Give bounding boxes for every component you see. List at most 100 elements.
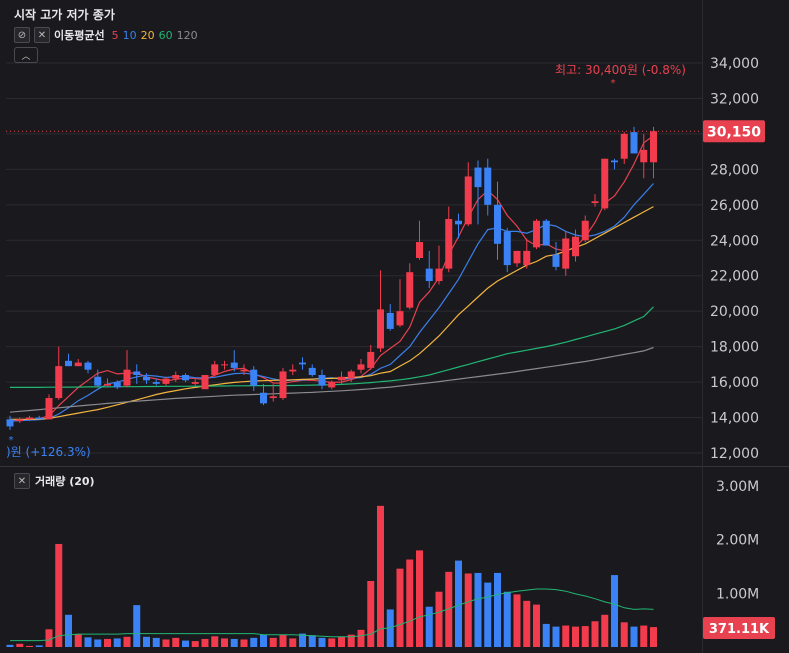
candle-body [113, 382, 121, 388]
price-tick-label: 12,000 [710, 446, 759, 462]
ma-line-20 [10, 206, 654, 420]
candle-body [143, 376, 150, 381]
volume-bar [484, 582, 492, 647]
candle-body [357, 364, 365, 370]
volume-tick-label: 2.00M [716, 533, 759, 549]
volume-bar [35, 645, 43, 647]
candle [484, 158, 492, 216]
candle-body [542, 220, 550, 246]
volume-bar [143, 636, 150, 647]
volume-bar [601, 614, 609, 647]
volume-bar [464, 573, 472, 647]
candle-body [65, 360, 72, 367]
candle [455, 213, 462, 239]
volume-bar [650, 627, 657, 647]
volume-bar [299, 633, 306, 647]
candle [562, 231, 570, 276]
candle [523, 238, 531, 269]
candle-body [513, 250, 521, 264]
candle-body [552, 254, 560, 267]
candle-body [201, 375, 209, 390]
candle-body [172, 375, 180, 379]
ma-period-20: 20 [140, 28, 155, 42]
volume-bar [65, 614, 72, 647]
candle [133, 364, 141, 384]
candle [513, 250, 521, 267]
ma-period-10: 10 [122, 28, 137, 42]
candle-body [416, 242, 423, 258]
volume-bar [611, 575, 618, 647]
ma-period-list: 5 10 20 60 120 [112, 29, 198, 42]
candle-body [133, 371, 141, 375]
candle-body [591, 201, 599, 204]
candle-body [572, 236, 579, 257]
ma-period-5: 5 [111, 28, 119, 42]
current-price-badge [703, 120, 765, 143]
candle-body [601, 158, 609, 209]
volume-bar [260, 634, 267, 647]
candle-body [611, 160, 618, 163]
candle-body [377, 309, 384, 349]
volume-legend-title: 거래량 (20) [35, 475, 95, 488]
volume-bar [357, 629, 365, 647]
candle-body [162, 378, 170, 384]
candle-body [35, 417, 43, 420]
candle [94, 369, 102, 388]
volume-bar [347, 634, 355, 647]
volume-bar [26, 645, 33, 647]
close-icon[interactable]: ✕ [14, 473, 30, 489]
candle-body [650, 131, 657, 163]
candle [640, 133, 648, 179]
candle [6, 415, 14, 430]
chevron-up-icon[interactable]: ︿ [14, 47, 38, 63]
candle-body [84, 362, 92, 370]
candle-body [503, 231, 511, 266]
price-tick-label: 20,000 [710, 304, 759, 320]
high-price-annotation: 최고: 30,400원 (-0.8%) [555, 63, 686, 77]
volume-bar [104, 638, 111, 647]
volume-bar [211, 636, 219, 647]
volume-bar [308, 635, 316, 647]
candle-body [123, 369, 131, 386]
candle [26, 415, 33, 422]
price-series-legend: 시작 고가 저가 종가 [14, 8, 115, 22]
candle [435, 245, 443, 285]
ma-line-120 [9, 346, 654, 413]
candle [84, 360, 92, 374]
volume-bar [523, 600, 531, 647]
candle [416, 220, 423, 260]
candle [347, 369, 355, 383]
price-tick-label: 32,000 [710, 91, 759, 107]
volume-bar [630, 626, 638, 647]
candle [172, 371, 180, 383]
candle [572, 229, 579, 262]
volume-bar [494, 572, 501, 647]
price-tick-label: 24,000 [710, 233, 759, 249]
eye-slash-icon[interactable]: ⊘ [14, 27, 30, 43]
candle-body [318, 375, 326, 386]
volume-bar [640, 625, 648, 647]
candle [357, 359, 365, 374]
candle [104, 378, 111, 388]
candle [650, 126, 657, 179]
candle-body [211, 364, 219, 375]
candle [35, 415, 43, 420]
candle [162, 376, 170, 386]
candle-body [55, 366, 63, 399]
candle [338, 371, 345, 384]
candle [591, 194, 599, 207]
volume-bar [289, 638, 297, 647]
candle [377, 270, 384, 352]
close-icon[interactable]: ✕ [34, 27, 50, 43]
candle [601, 158, 609, 211]
current-price-label: 30,150 [707, 124, 761, 140]
candlestick-series [6, 126, 657, 430]
candle [552, 242, 560, 271]
price-tick-label: 34,000 [710, 56, 759, 72]
candle-body [94, 376, 102, 386]
candle-body [45, 398, 53, 420]
volume-tick-label: 1.00M [716, 586, 759, 602]
volume-bar [318, 637, 326, 647]
